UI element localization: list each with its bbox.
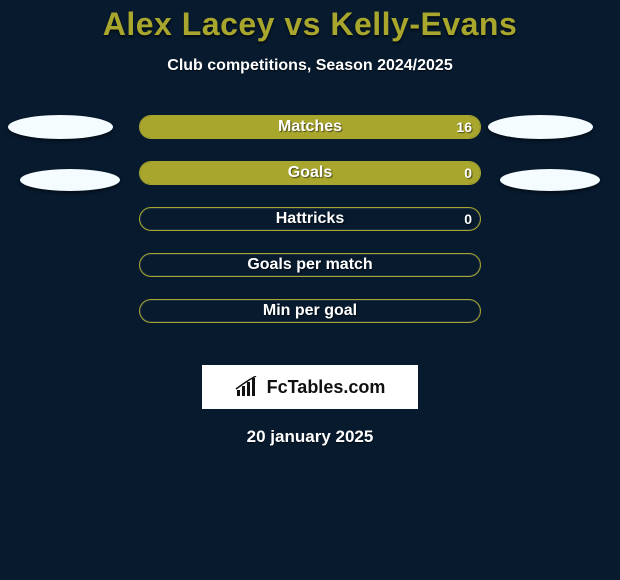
infographic-root: Alex Lacey vs Kelly-Evans Club competiti… [0, 0, 620, 580]
player-ellipse-left-0 [8, 115, 113, 139]
bar-chart-icon [235, 376, 261, 398]
stat-value-right: 0 [464, 165, 472, 181]
stat-row: Min per goal [139, 299, 481, 323]
player-ellipse-right-1 [488, 115, 593, 139]
stat-row: Matches16 [139, 115, 481, 139]
logo-text: FcTables.com [267, 377, 386, 398]
stat-row-fill [140, 116, 480, 138]
stat-row: Goals per match [139, 253, 481, 277]
subtitle: Club competitions, Season 2024/2025 [0, 57, 620, 75]
logo-badge: FcTables.com [202, 365, 418, 409]
date-label: 20 january 2025 [0, 427, 620, 447]
stat-row: Hattricks0 [139, 207, 481, 231]
stat-row-fill [140, 162, 480, 184]
player-ellipse-right-3 [500, 169, 600, 191]
page-title: Alex Lacey vs Kelly-Evans [0, 6, 620, 43]
stat-label: Hattricks [140, 210, 480, 228]
comparison-stage: Matches16Goals0Hattricks0Goals per match… [0, 115, 620, 355]
stat-label: Goals per match [140, 256, 480, 274]
stat-rows: Matches16Goals0Hattricks0Goals per match… [139, 115, 481, 345]
stat-value-right: 0 [464, 211, 472, 227]
player-ellipse-left-2 [20, 169, 120, 191]
stat-value-right: 16 [456, 119, 472, 135]
stat-row: Goals0 [139, 161, 481, 185]
stat-label: Min per goal [140, 302, 480, 320]
